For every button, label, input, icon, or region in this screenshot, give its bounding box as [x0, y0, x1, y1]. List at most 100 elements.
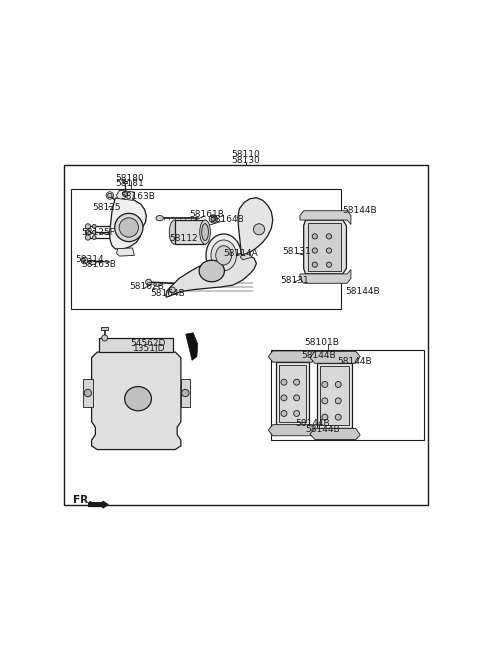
- Text: 58144B: 58144B: [296, 419, 330, 428]
- Text: 58125: 58125: [93, 202, 121, 212]
- Circle shape: [281, 395, 287, 401]
- Text: 58163B: 58163B: [82, 260, 117, 269]
- Circle shape: [209, 215, 217, 223]
- Circle shape: [119, 218, 139, 237]
- Polygon shape: [310, 351, 360, 363]
- Circle shape: [84, 389, 92, 397]
- Polygon shape: [238, 198, 273, 255]
- Text: 58181: 58181: [115, 179, 144, 188]
- Circle shape: [322, 381, 328, 387]
- Bar: [279, 365, 306, 422]
- Text: 58164B: 58164B: [209, 215, 243, 224]
- Ellipse shape: [89, 261, 96, 264]
- Ellipse shape: [200, 220, 210, 244]
- Circle shape: [335, 414, 341, 420]
- Circle shape: [169, 287, 175, 293]
- Polygon shape: [92, 352, 181, 449]
- Text: 58144B: 58144B: [301, 351, 336, 360]
- Circle shape: [312, 234, 317, 239]
- Polygon shape: [268, 351, 317, 362]
- Circle shape: [335, 381, 341, 387]
- Text: 58144B: 58144B: [342, 206, 377, 215]
- Circle shape: [335, 398, 341, 404]
- Polygon shape: [304, 220, 347, 274]
- Circle shape: [102, 335, 108, 341]
- Text: 58114A: 58114A: [224, 249, 258, 258]
- Text: 58125F: 58125F: [82, 228, 115, 237]
- Text: 58130: 58130: [232, 155, 260, 165]
- Bar: [271, 350, 424, 439]
- Circle shape: [122, 191, 128, 197]
- Polygon shape: [166, 253, 256, 297]
- Text: 58112: 58112: [170, 234, 198, 243]
- Bar: [181, 379, 190, 407]
- Text: 58180: 58180: [115, 174, 144, 183]
- Ellipse shape: [202, 223, 208, 240]
- Text: 58144B: 58144B: [305, 425, 340, 434]
- Ellipse shape: [125, 387, 151, 411]
- Polygon shape: [109, 197, 146, 249]
- Polygon shape: [300, 211, 351, 225]
- Circle shape: [85, 230, 91, 235]
- Circle shape: [326, 262, 332, 267]
- Bar: [276, 362, 309, 424]
- Circle shape: [326, 234, 332, 239]
- Circle shape: [294, 411, 300, 417]
- Ellipse shape: [154, 283, 161, 286]
- Circle shape: [281, 379, 287, 385]
- Text: 58131: 58131: [282, 247, 311, 256]
- Bar: [101, 326, 108, 330]
- Bar: [84, 379, 93, 407]
- Bar: [309, 223, 341, 271]
- FancyArrow shape: [89, 502, 108, 508]
- Ellipse shape: [211, 240, 237, 271]
- Circle shape: [253, 224, 264, 235]
- Polygon shape: [268, 424, 317, 436]
- Bar: [99, 338, 173, 352]
- Text: 58101B: 58101B: [305, 338, 340, 347]
- Circle shape: [322, 398, 328, 404]
- Circle shape: [326, 248, 332, 253]
- Circle shape: [145, 279, 152, 285]
- Text: 58163B: 58163B: [120, 193, 156, 202]
- Circle shape: [281, 411, 287, 417]
- Text: 54562D: 54562D: [130, 339, 165, 348]
- Circle shape: [312, 262, 317, 267]
- Polygon shape: [310, 428, 360, 439]
- Polygon shape: [300, 270, 351, 283]
- Text: 1351JD: 1351JD: [132, 344, 165, 353]
- Circle shape: [81, 257, 88, 264]
- Circle shape: [115, 214, 143, 242]
- Bar: [317, 363, 352, 428]
- Circle shape: [92, 225, 96, 228]
- Circle shape: [85, 235, 91, 240]
- Circle shape: [108, 193, 112, 198]
- Text: 58162B: 58162B: [129, 281, 164, 291]
- Circle shape: [294, 395, 300, 401]
- Circle shape: [92, 236, 96, 240]
- Circle shape: [181, 389, 189, 397]
- Polygon shape: [186, 333, 198, 360]
- Text: 58110: 58110: [232, 150, 260, 159]
- Circle shape: [322, 414, 328, 420]
- Circle shape: [85, 224, 91, 229]
- Text: FR.: FR.: [73, 494, 92, 505]
- Polygon shape: [117, 248, 134, 256]
- Bar: [320, 366, 349, 425]
- Text: 58161B: 58161B: [190, 210, 224, 219]
- Ellipse shape: [216, 246, 232, 265]
- Text: 58314: 58314: [76, 255, 104, 264]
- Polygon shape: [175, 220, 205, 244]
- Ellipse shape: [206, 234, 241, 277]
- Bar: [123, 181, 127, 183]
- Ellipse shape: [169, 220, 180, 244]
- Circle shape: [312, 248, 317, 253]
- Ellipse shape: [199, 260, 225, 282]
- Polygon shape: [117, 190, 134, 200]
- Ellipse shape: [156, 215, 163, 221]
- Text: 58131: 58131: [280, 276, 309, 285]
- Text: 58164B: 58164B: [150, 289, 185, 298]
- Polygon shape: [240, 253, 252, 260]
- Circle shape: [211, 217, 216, 221]
- Circle shape: [294, 379, 300, 385]
